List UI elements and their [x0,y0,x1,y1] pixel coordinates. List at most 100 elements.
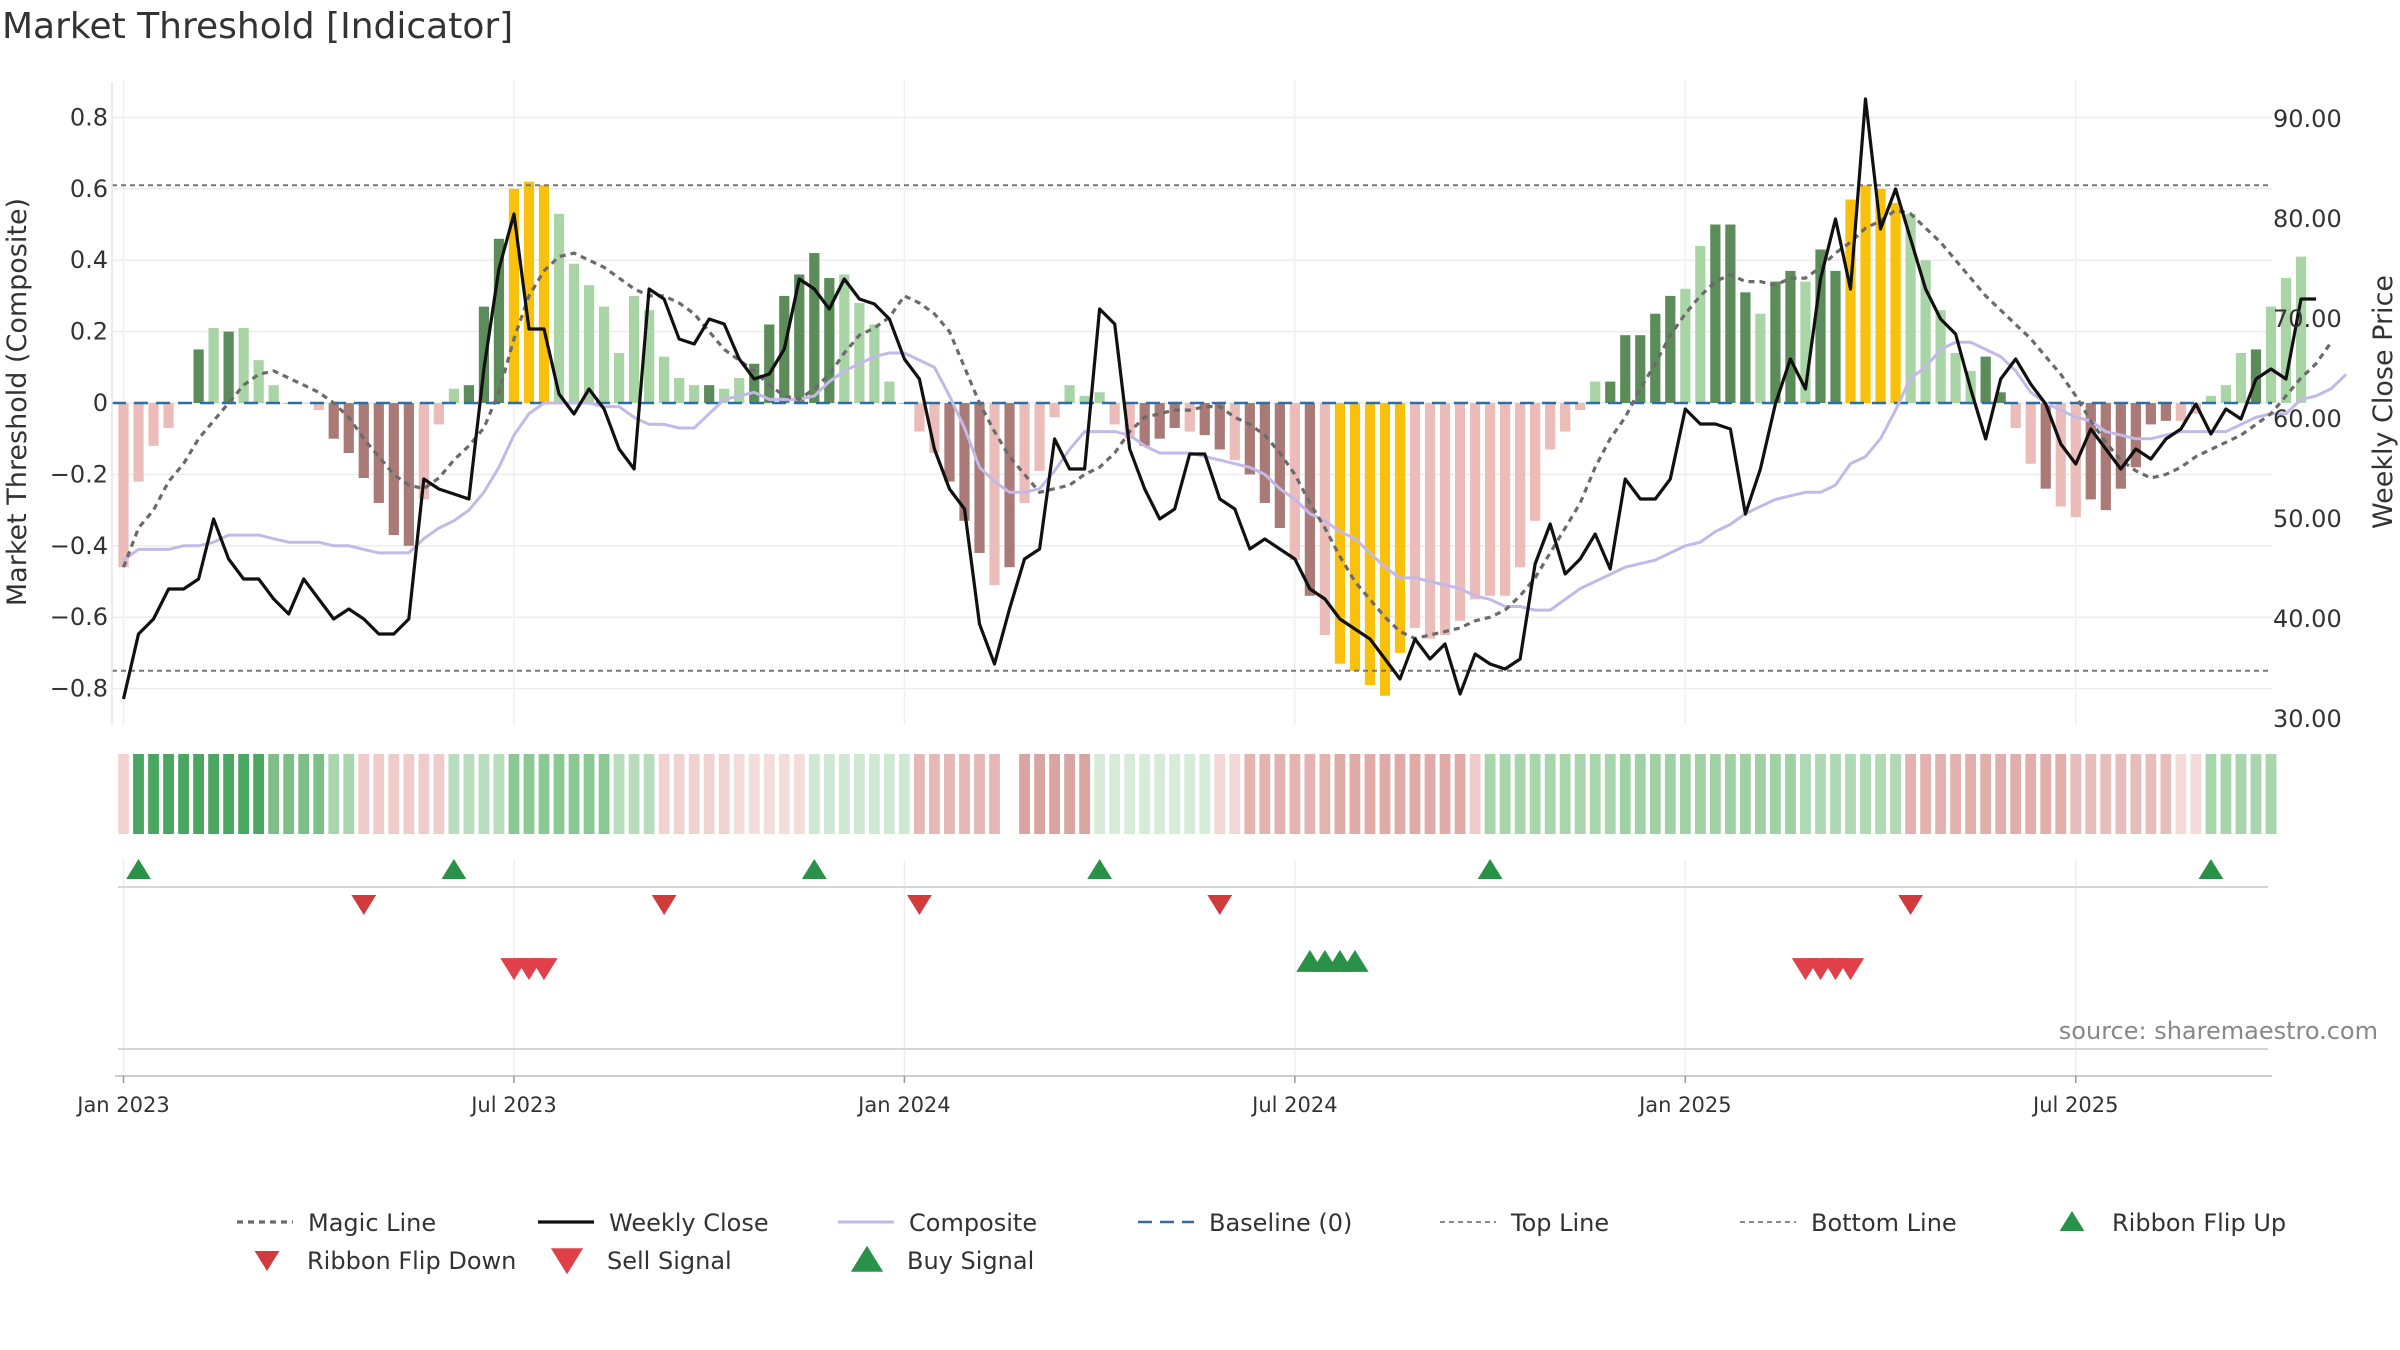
ribbon-cell [808,754,820,834]
composite-bar [974,403,985,553]
composite-bar [1710,224,1721,403]
composite-bar [463,385,475,403]
composite-bar [1034,403,1045,471]
composite-bar [1935,310,1946,403]
composite-bar [959,403,970,521]
source-label: source: sharemaestro.com [2059,1017,2378,1045]
ribbon-cell [1019,754,1030,834]
x-tick-label: Jan 2025 [1637,1093,1732,1117]
ribbon-cell [748,754,760,834]
composite-bar [2085,403,2096,500]
composite-bar [2040,403,2051,489]
ribbon-cell [1184,754,1196,834]
composite-bar [989,403,1000,586]
composite-bar [1560,403,1571,432]
composite-bar [2175,403,2187,421]
ribbon-cell [1364,754,1376,834]
ribbon-cell [313,754,325,834]
ribbon-cell [613,754,625,834]
ribbon-cell [598,754,610,834]
composite-bar [1740,292,1751,403]
composite-bar [313,403,324,411]
composite-bar [613,353,625,403]
composite-bar [1154,403,1165,439]
ribbon-cell [1559,754,1571,834]
ribbon-cell [2100,754,2112,834]
ribbon-cell [974,754,985,834]
composite-bar [659,356,670,403]
composite-bar [1319,403,1331,636]
ribbon-cell [1349,754,1361,834]
ribbon-cell [838,754,850,834]
composite-bar [1274,403,1285,528]
ribbon-cell [688,754,700,834]
legend-label: Magic Line [308,1209,436,1237]
ribbon-cell [1199,754,1211,834]
legend-label: Top Line [1510,1209,1609,1237]
composite-bar [749,363,760,403]
weekly-close-line [121,97,2317,700]
ribbon-cell [1724,754,1736,834]
series-lines [112,97,2348,700]
composite-bar [1590,381,1601,403]
ribbon-cell [2010,754,2022,834]
x-tick-label: Jan 2023 [75,1093,170,1117]
y-right-tick-label: 80.00 [2273,205,2342,233]
grid-layer [112,80,2272,1080]
composite-bar [1665,295,1676,403]
composite-bar [914,403,925,432]
composite-bar [1079,395,1090,403]
ribbon-cell [1304,754,1316,834]
ribbon-cell [2085,754,2097,834]
ribbon-cell [388,754,400,834]
trend-ribbon [118,754,2277,834]
ribbon-flip-up-marker [1087,859,1113,879]
ribbon-cell [223,754,235,834]
ribbon-cell [343,754,355,834]
ribbon-cell [1514,754,1526,834]
ribbon-cell [2070,754,2082,834]
composite-bar [1064,385,1075,403]
composite-bar [2220,385,2232,403]
composite-bar [298,403,309,404]
composite-bar [1800,281,1811,403]
ribbon-cell [328,754,340,834]
composite-bar [1575,403,1586,411]
ribbon-cell [778,754,790,834]
composite-bar [358,403,369,478]
y-right-tick-label: 50.00 [2273,505,2342,533]
ribbon-cell [1619,754,1631,834]
composite-bar [1379,403,1391,696]
composite-bar [734,378,745,403]
legend-swatch-flip-down [254,1251,280,1271]
legend-swatch-sell [550,1248,584,1275]
x-tick-label: Jan 2024 [856,1093,951,1117]
composite-bar [704,385,715,403]
composite-bar [628,295,640,403]
ribbon-cell [1004,754,1015,834]
composite-bar [1439,403,1451,636]
ribbon-cell [1424,754,1436,834]
ribbon-flip-up-marker [1477,859,1503,879]
ribbon-cell [1785,754,1796,834]
ribbon-cell [163,754,174,834]
composite-bars [118,181,2307,696]
composite-bar [1424,403,1436,639]
ribbon-cell [1905,754,1916,834]
composite-bar [1169,403,1180,428]
composite-bar [2265,306,2277,403]
composite-bar [1304,403,1315,596]
ribbon-cell [1139,754,1151,834]
ribbon-cell [403,754,415,834]
legend-label: Weekly Close [609,1209,769,1237]
ribbon-cell [1259,754,1271,834]
ribbon-cell [1845,754,1856,834]
ribbon-cell [793,754,805,834]
composite-bar [1364,403,1376,686]
ribbon-cell [673,754,685,834]
buy-signal-marker [1341,949,1369,972]
y-left-tick-label: −0.2 [50,460,108,488]
ribbon-cell [989,754,1000,834]
composite-bar [328,403,339,439]
y-left-tick-label: 0 [93,389,108,417]
